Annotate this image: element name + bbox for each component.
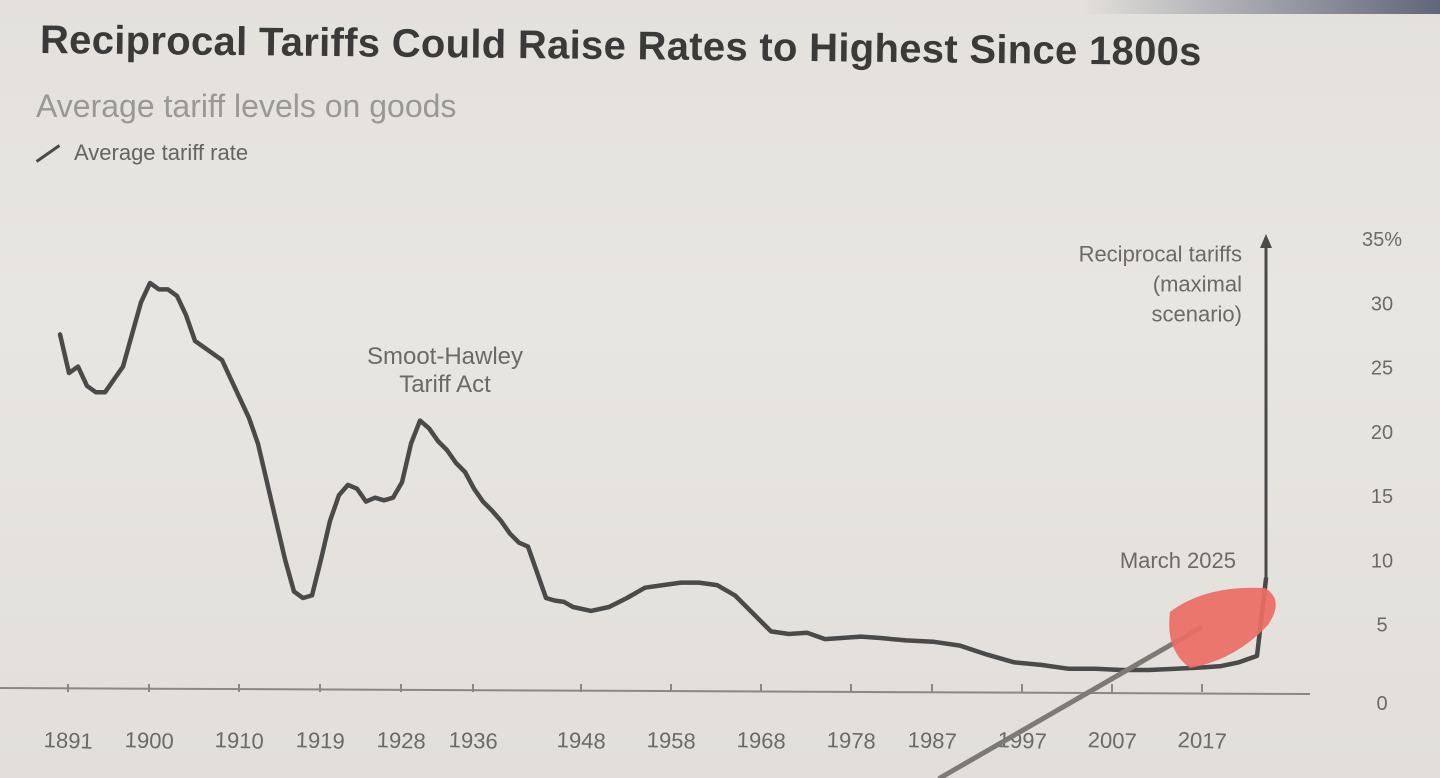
y-tick-label: 20 [1371, 422, 1393, 444]
y-tick-label: 35% [1362, 229, 1402, 251]
y-tick-label: 0 [1376, 693, 1387, 715]
arrowhead-icon [1260, 234, 1272, 248]
x-tick-label: 1978 [826, 727, 876, 754]
y-tick-label: 10 [1371, 550, 1393, 572]
annotation-reciprocal-tariffs: scenario) [1152, 302, 1242, 327]
x-tick-label: 2017 [1177, 727, 1227, 754]
x-axis-baseline [0, 687, 1311, 695]
x-tick-label: 1968 [736, 727, 786, 754]
y-tick-label: 25 [1371, 358, 1393, 380]
annotation-smoot-hawley: Tariff Act [399, 371, 491, 398]
y-tick-label: 15 [1371, 486, 1393, 508]
x-tick-label: 1910 [214, 727, 264, 754]
x-tick-label: 1919 [295, 727, 345, 754]
chart-subtitle: Average tariff levels on goods [36, 88, 457, 124]
pointer-stick [937, 625, 1203, 778]
x-tick-label: 1936 [448, 727, 498, 754]
x-tick-label: 1958 [646, 727, 696, 754]
annotation-march-2025: March 2025 [1120, 548, 1236, 573]
pointer-tip-icon [1169, 587, 1276, 668]
x-tick-label: 1928 [376, 727, 426, 754]
annotation-smoot-hawley: Smoot-Hawley [367, 343, 523, 370]
legend-label: Average tariff rate [74, 140, 249, 165]
annotation-reciprocal-tariffs: Reciprocal tariffs [1079, 242, 1242, 267]
x-tick-label: 1948 [556, 727, 606, 754]
x-tick-label: 1900 [124, 727, 174, 754]
y-tick-label: 30 [1371, 293, 1393, 315]
x-tick-label: 1891 [43, 727, 93, 754]
x-tick-label: 1987 [907, 727, 957, 754]
annotation-reciprocal-tariffs: (maximal [1153, 272, 1242, 297]
average-tariff-line [57, 280, 1269, 673]
screen-edge [1080, 0, 1440, 14]
legend: Average tariff rate [34, 140, 248, 166]
x-tick-label: 2007 [1087, 727, 1137, 754]
y-tick-label: 5 [1376, 615, 1387, 637]
